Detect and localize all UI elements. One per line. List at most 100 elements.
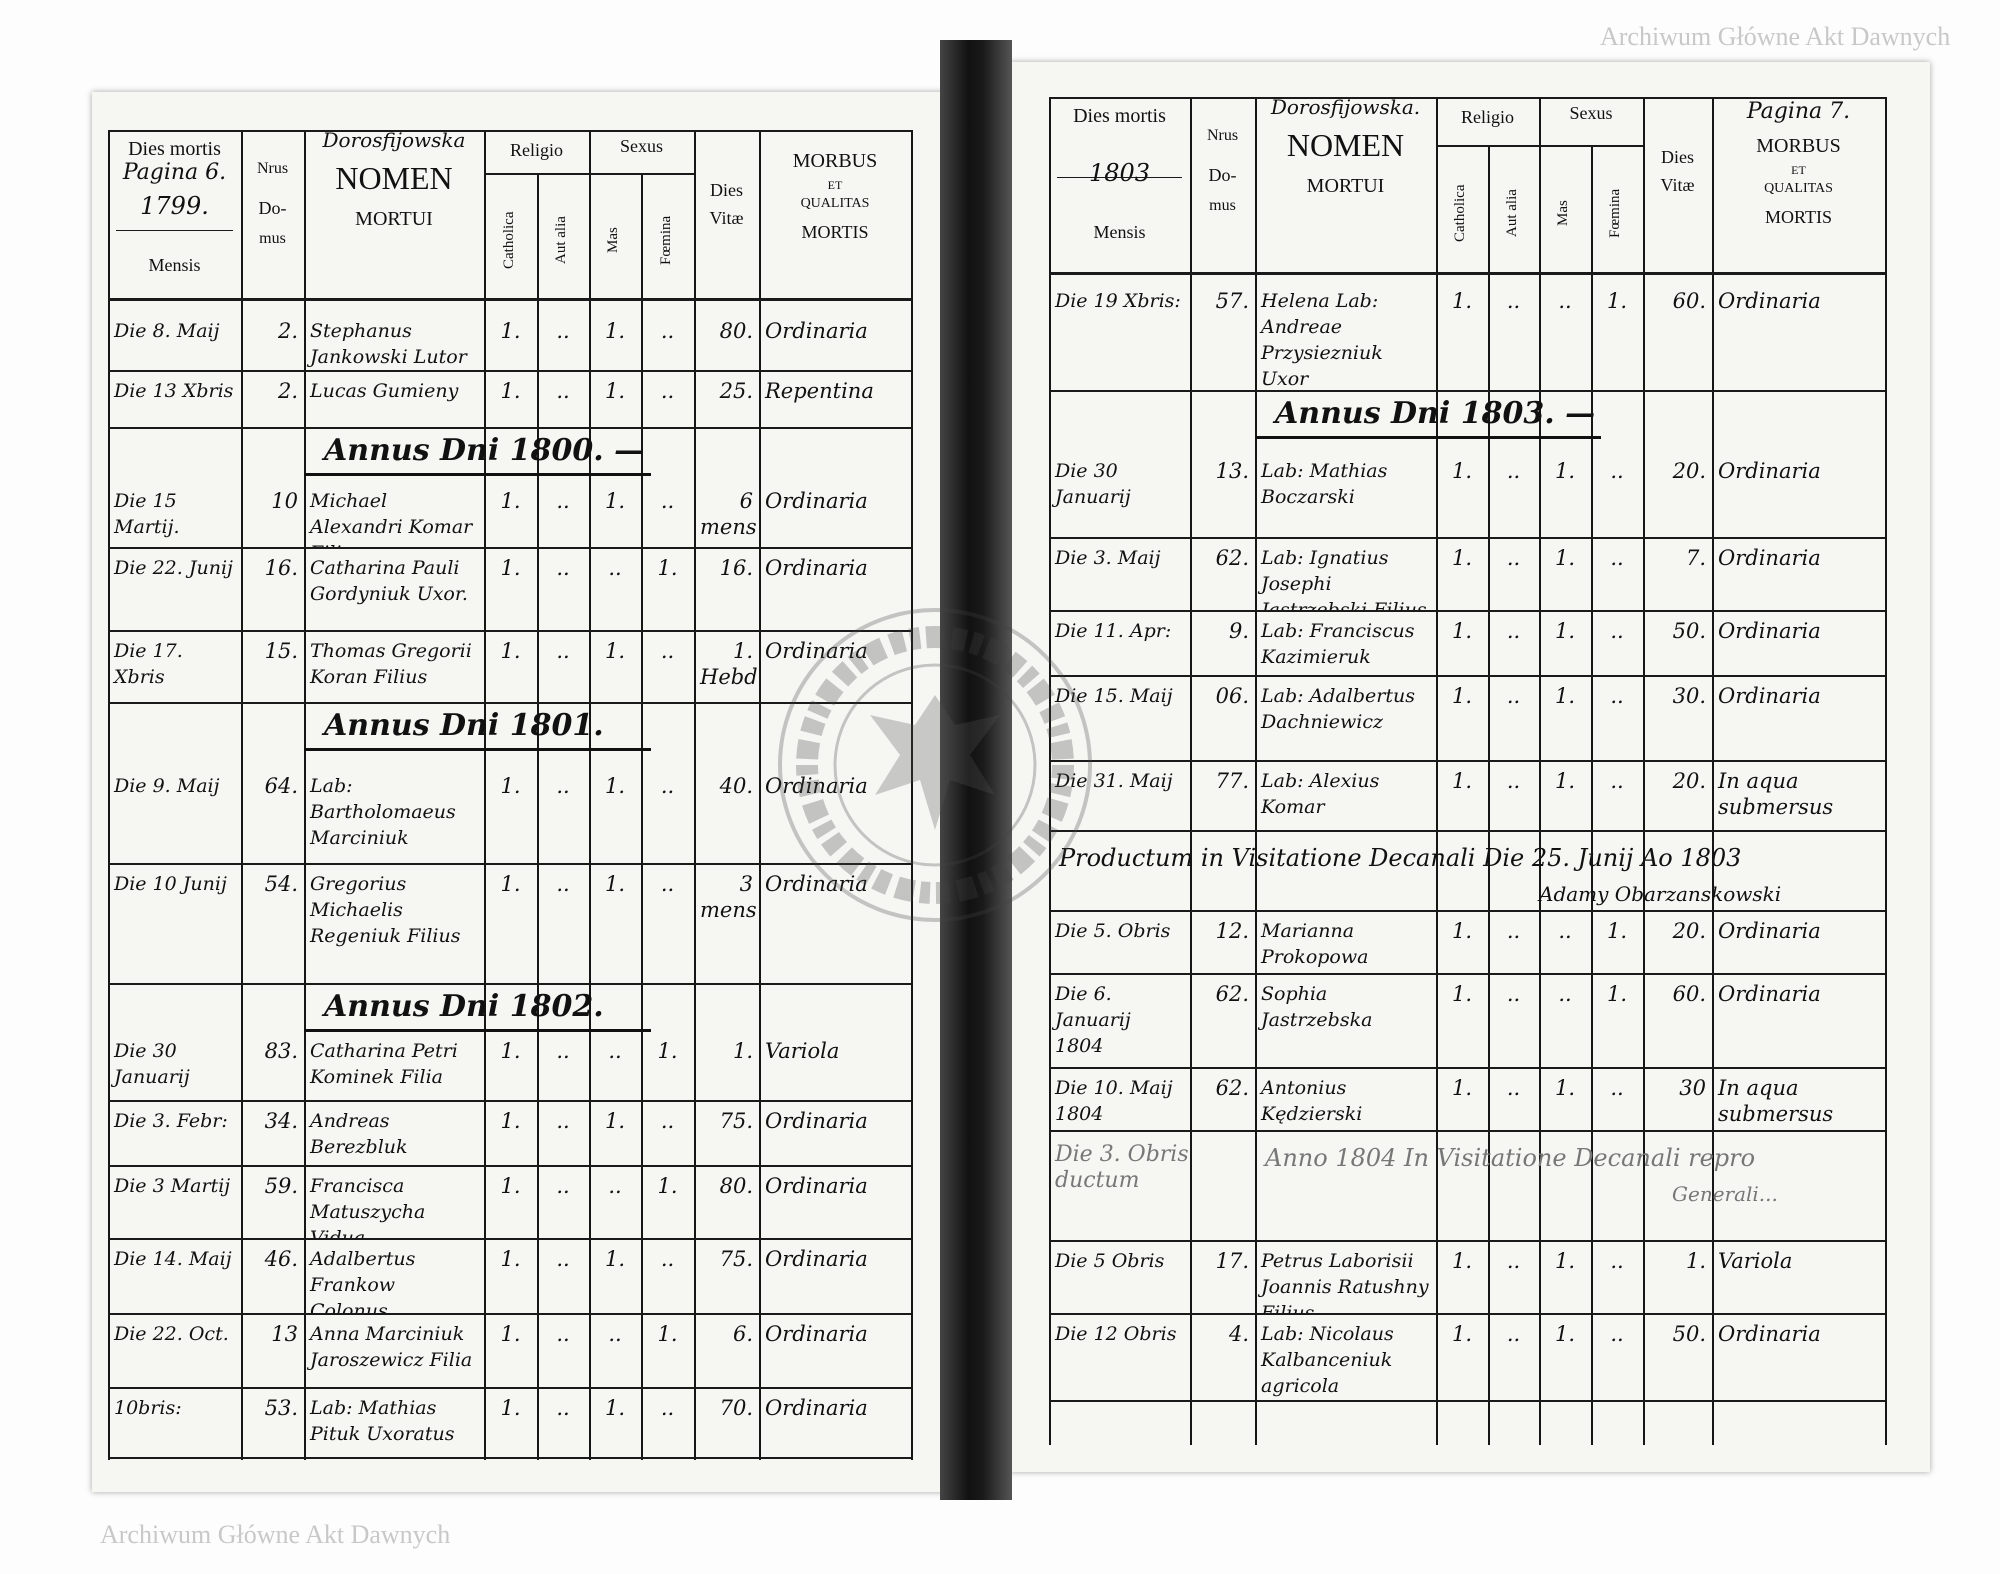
cell-aut-alia: .. [556, 1109, 570, 1133]
cell-vitae: 1. [732, 1039, 753, 1063]
cell-foemina: .. [660, 639, 675, 663]
cell-mas: 1. [604, 1247, 626, 1271]
cell-domus: 59. [264, 1174, 298, 1198]
row-rule [108, 1457, 911, 1459]
cell-morbus: Repentina [765, 379, 874, 403]
cell-date: Die 11. Apr: [1055, 620, 1172, 642]
cell-foemina: .. [1610, 1249, 1624, 1273]
annotation-text: Anno 1804 In Visitatione Decanali repro [1265, 1144, 1756, 1172]
cell-aut-alia: .. [1506, 459, 1521, 483]
cell-name: Lab: Bartholomaeus Marciniuk [310, 775, 456, 849]
cell-name: Francisca Matuszycha Vidua [310, 1175, 426, 1238]
page-number: Pagina 7. [1746, 99, 1851, 124]
cell-name: Lab: Adalbertus Dachniewicz [1261, 685, 1415, 733]
cell-date: Die 30 Januarij [114, 1040, 190, 1088]
cell-vitae: 80. [719, 319, 753, 343]
cell-date: Die 9. Maij [114, 775, 220, 797]
cell-name: Gregorius Michaelis Regeniuk Filius [310, 873, 461, 947]
cell-mas: 1. [604, 774, 626, 798]
cell-domus: 13. [1215, 459, 1249, 483]
cell-morbus: Ordinaria [1718, 1322, 1821, 1346]
cell-aut-alia: .. [1506, 619, 1521, 643]
cell-mas: .. [608, 556, 622, 580]
cell-morbus: Ordinaria [1718, 289, 1821, 313]
mas-label: Mas [1555, 200, 1571, 227]
cell-morbus: In aqua submersus [1718, 1076, 1834, 1126]
cell-domus: 16. [264, 556, 298, 580]
cell-date: Die 12 Obris [1055, 1323, 1177, 1345]
row-rule [108, 863, 911, 865]
cell-morbus: In aqua submersus [1718, 769, 1834, 819]
row-rule [108, 1100, 911, 1102]
column-divider [911, 130, 913, 1460]
cell-morbus: Ordinaria [765, 1247, 868, 1271]
cell-aut-alia: .. [1506, 684, 1521, 708]
cell-catholica: 1. [500, 1396, 521, 1420]
catholica-label: Catholica [500, 211, 517, 270]
annotation-text: Productum in Visitatione Decanali Die 25… [1059, 844, 1742, 872]
cell-morbus: Ordinaria [1718, 919, 1821, 943]
cell-aut-alia: .. [556, 639, 570, 663]
book-binding [940, 40, 1012, 1500]
sexus-label: Sexus [619, 136, 663, 156]
column-divider [1591, 145, 1593, 1445]
row-rule [108, 983, 911, 985]
cell-name: Michael Alexandri Komar Filius [310, 490, 473, 547]
cell-mas: .. [608, 1322, 622, 1346]
cell-name: Catharina Petri Kominek Filia [310, 1040, 458, 1088]
cell-foemina: .. [1610, 1322, 1624, 1346]
cell-morbus: Ordinaria [765, 639, 868, 663]
row-rule [108, 1387, 911, 1389]
cell-date: Die 14. Maij [114, 1248, 232, 1270]
cell-date: Die 5. Obris [1055, 920, 1171, 942]
column-divider [1712, 97, 1714, 1445]
religio-label: Religio [510, 140, 563, 160]
year-heading-underline [1255, 436, 1601, 439]
cell-aut-alia: .. [556, 1039, 570, 1063]
cell-vitae: 75. [719, 1247, 753, 1271]
cell-catholica: 1. [1451, 919, 1473, 943]
cell-vitae: 16. [719, 556, 753, 580]
row-rule [1049, 1240, 1885, 1242]
cell-date: Die 30 Januarij [1055, 460, 1131, 508]
cell-catholica: 1. [1451, 289, 1473, 313]
cell-aut-alia: .. [556, 556, 570, 580]
cell-name: Marianna Prokopowa [1261, 920, 1369, 968]
cell-foemina: .. [660, 1396, 675, 1420]
cell-name: Lab: Mathias Pituk Uxoratus [310, 1397, 455, 1445]
row-rule [1049, 610, 1885, 612]
year-label: 1803 [1088, 159, 1151, 187]
et-label: ET [1791, 163, 1806, 177]
cell-vitae: 6. [732, 1322, 753, 1346]
cell-aut-alia: .. [1506, 289, 1521, 313]
cell-date: Die 6. Januarij 1804 [1055, 983, 1131, 1057]
cell-mas: 1. [1554, 769, 1576, 793]
cell-vitae: 60. [1672, 289, 1706, 313]
nomen-label: NOMEN [1286, 127, 1405, 163]
cell-mas: 1. [604, 1109, 626, 1133]
cell-mas: 1. [1554, 459, 1576, 483]
column-divider [1885, 97, 1887, 1445]
cell-foemina: .. [1610, 459, 1624, 483]
cell-domus: 2. [277, 319, 298, 343]
mensis-label: Mensis [1093, 222, 1146, 242]
cell-foemina: .. [660, 872, 675, 896]
cell-morbus: Ordinaria [765, 319, 868, 343]
cell-domus: 2. [277, 379, 298, 403]
cell-aut-alia: .. [556, 319, 570, 343]
cell-morbus: Ordinaria [765, 1109, 868, 1133]
cell-mas: 1. [604, 1396, 626, 1420]
year-heading-underline [304, 1029, 651, 1032]
cell-catholica: 1. [500, 1039, 521, 1063]
cell-catholica: 1. [500, 774, 521, 798]
cell-vitae: 40. [719, 774, 753, 798]
cell-date: Die 5 Obris [1055, 1250, 1165, 1272]
cell-aut-alia: .. [556, 1396, 570, 1420]
mus-label: mus [1209, 197, 1236, 214]
column-divider [484, 130, 486, 1460]
row-rule [1049, 830, 1885, 832]
religio-sexus-divider [589, 130, 591, 173]
cell-aut-alia: .. [1506, 1249, 1521, 1273]
cell-name: Lab: Alexius Komar [1261, 770, 1380, 818]
cell-domus: 62. [1215, 546, 1249, 570]
